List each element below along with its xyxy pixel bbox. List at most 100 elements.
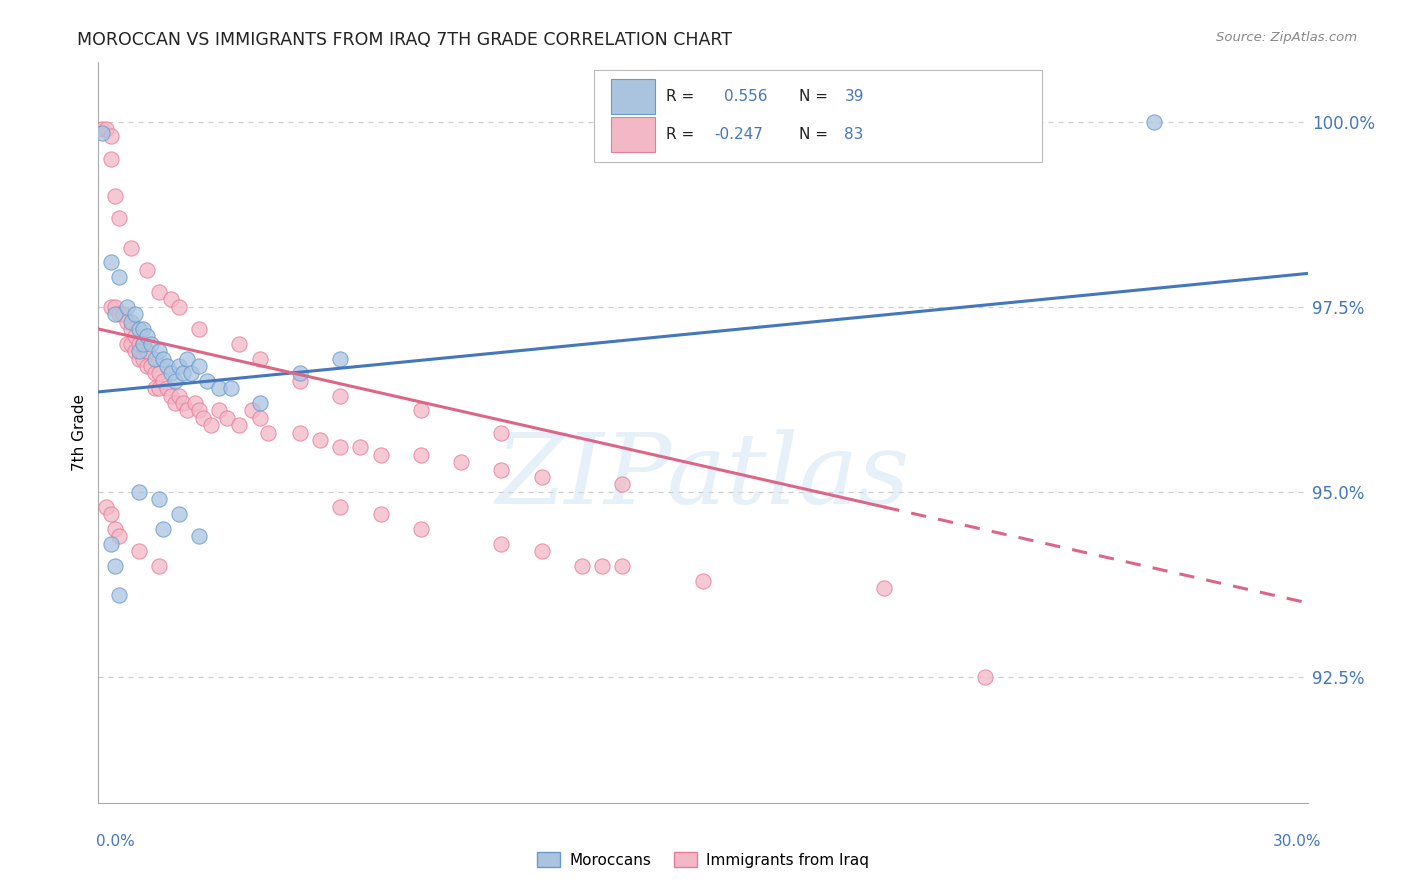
- Point: [167, 389, 190, 403]
- Point: [120, 241, 142, 255]
- Point: [156, 381, 179, 395]
- Point: [409, 403, 432, 417]
- Point: [91, 126, 114, 140]
- Point: [612, 477, 634, 491]
- Point: [107, 529, 129, 543]
- Point: [249, 351, 271, 366]
- Text: Source: ZipAtlas.com: Source: ZipAtlas.com: [1216, 31, 1357, 45]
- Point: [100, 537, 122, 551]
- Point: [103, 307, 125, 321]
- Point: [107, 211, 129, 225]
- Point: [329, 389, 352, 403]
- Point: [160, 389, 183, 403]
- Point: [228, 418, 250, 433]
- Point: [160, 293, 183, 307]
- Text: R =: R =: [665, 89, 703, 104]
- Point: [143, 351, 166, 366]
- Point: [96, 500, 118, 514]
- Text: 30.0%: 30.0%: [1274, 834, 1322, 848]
- Point: [409, 448, 432, 462]
- Point: [188, 359, 211, 373]
- Point: [1143, 114, 1166, 128]
- Text: R =: R =: [665, 128, 699, 143]
- Legend: Moroccans, Immigrants from Iraq: Moroccans, Immigrants from Iraq: [531, 846, 875, 873]
- Point: [167, 507, 190, 521]
- Point: [172, 367, 194, 381]
- FancyBboxPatch shape: [612, 117, 655, 153]
- Point: [135, 359, 157, 373]
- Point: [329, 441, 352, 455]
- Point: [228, 336, 250, 351]
- Point: [450, 455, 472, 469]
- Point: [120, 315, 142, 329]
- Point: [128, 322, 150, 336]
- Point: [148, 285, 170, 299]
- Point: [115, 336, 138, 351]
- Point: [103, 522, 125, 536]
- Point: [200, 418, 222, 433]
- Point: [152, 374, 174, 388]
- Point: [120, 336, 142, 351]
- Point: [491, 463, 513, 477]
- Point: [208, 381, 231, 395]
- Point: [128, 484, 150, 499]
- Point: [188, 322, 211, 336]
- Point: [176, 351, 198, 366]
- Point: [143, 381, 166, 395]
- Point: [571, 558, 593, 573]
- Point: [163, 396, 186, 410]
- Point: [163, 374, 186, 388]
- Point: [309, 433, 332, 447]
- Point: [148, 558, 170, 573]
- Point: [148, 367, 170, 381]
- Point: [370, 448, 392, 462]
- Point: [217, 410, 239, 425]
- Point: [491, 537, 513, 551]
- Point: [96, 122, 118, 136]
- Point: [132, 351, 155, 366]
- Point: [135, 344, 157, 359]
- Point: [288, 374, 311, 388]
- Point: [103, 558, 125, 573]
- Point: [152, 351, 174, 366]
- Point: [530, 470, 553, 484]
- Point: [184, 396, 207, 410]
- Point: [370, 507, 392, 521]
- Point: [221, 381, 243, 395]
- Point: [100, 255, 122, 269]
- Point: [167, 359, 190, 373]
- Point: [491, 425, 513, 440]
- Point: [692, 574, 714, 588]
- Point: [107, 307, 129, 321]
- FancyBboxPatch shape: [595, 70, 1042, 162]
- Point: [91, 122, 114, 136]
- Point: [409, 522, 432, 536]
- Point: [132, 336, 155, 351]
- Point: [100, 152, 122, 166]
- Point: [156, 359, 179, 373]
- Point: [100, 129, 122, 144]
- Text: 83: 83: [845, 128, 863, 143]
- Point: [139, 359, 162, 373]
- Point: [107, 589, 129, 603]
- Point: [256, 425, 278, 440]
- Point: [115, 300, 138, 314]
- Point: [100, 300, 122, 314]
- Point: [132, 322, 155, 336]
- Point: [612, 558, 634, 573]
- Point: [288, 425, 311, 440]
- Text: 0.0%: 0.0%: [96, 834, 135, 848]
- Point: [176, 403, 198, 417]
- Point: [160, 367, 183, 381]
- Text: -0.247: -0.247: [714, 128, 763, 143]
- Text: N =: N =: [799, 128, 832, 143]
- Point: [188, 403, 211, 417]
- Point: [349, 441, 371, 455]
- Point: [172, 396, 194, 410]
- Point: [591, 558, 613, 573]
- Point: [240, 403, 263, 417]
- Text: ZIPatlas: ZIPatlas: [496, 429, 910, 524]
- Point: [208, 403, 231, 417]
- Point: [124, 307, 146, 321]
- Point: [100, 507, 122, 521]
